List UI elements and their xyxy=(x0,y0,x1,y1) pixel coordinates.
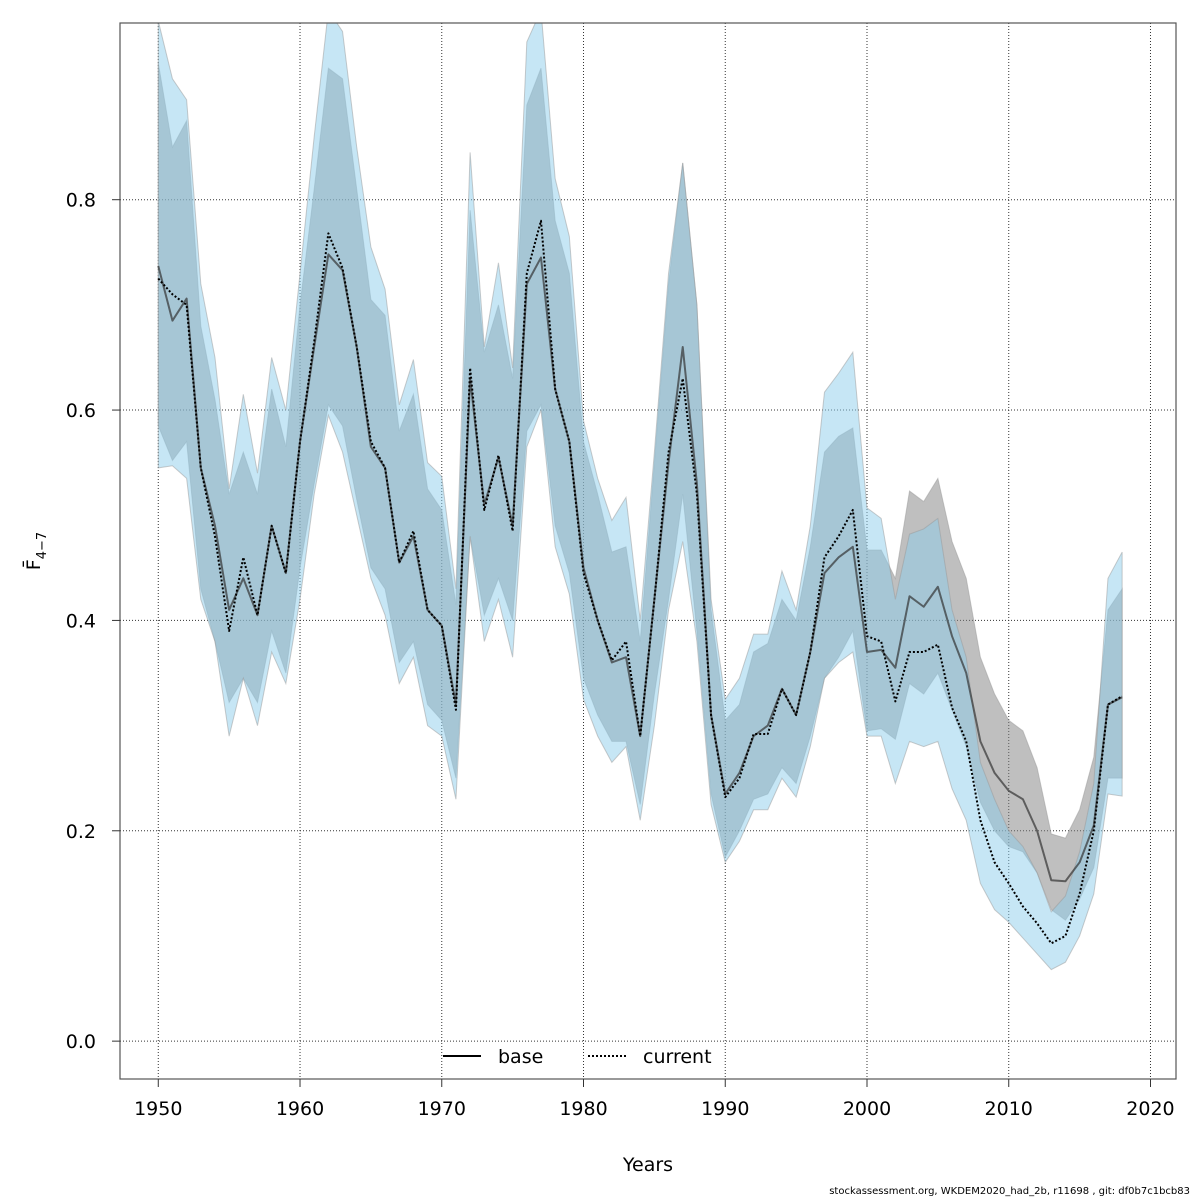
y-axis-label: F̄4−7 xyxy=(21,532,50,570)
x-tick-label: 1970 xyxy=(418,1098,466,1120)
legend-base-label: base xyxy=(498,1046,543,1068)
y-tick-label: 0.2 xyxy=(66,821,96,843)
y-tick-label: 0.6 xyxy=(66,400,96,422)
legend-current-label: current xyxy=(643,1046,712,1068)
y-tick-label: 0.4 xyxy=(66,610,96,632)
y-label-subscript: 4−7 xyxy=(35,532,50,559)
x-tick-label: 1980 xyxy=(559,1098,607,1120)
x-tick-label: 2020 xyxy=(1126,1098,1174,1120)
x-tick-label: 1960 xyxy=(276,1098,324,1120)
legend: base current xyxy=(443,1046,712,1068)
line-base xyxy=(157,253,1123,883)
x-axis-label: Years xyxy=(622,1154,673,1176)
footer-credit: stockassessment.org, WKDEM2020_had_2b, r… xyxy=(829,1186,1190,1197)
plot-frame xyxy=(119,22,1177,1080)
confidence-bands xyxy=(157,23,1123,971)
band-current xyxy=(157,23,1123,971)
x-tick-label: 2000 xyxy=(843,1098,891,1120)
x-tick-label: 2010 xyxy=(985,1098,1033,1120)
y-label-main: F̄ xyxy=(21,559,45,570)
x-axis: 1950 1960 1970 1980 1990 2000 2010 2020 xyxy=(134,1079,1175,1120)
y-tick-label: 0.8 xyxy=(66,190,96,212)
line-current xyxy=(157,219,1123,945)
x-tick-label: 1990 xyxy=(701,1098,749,1120)
svg-text:F̄4−7: F̄4−7 xyxy=(21,532,50,570)
x-tick-label: 1950 xyxy=(134,1098,182,1120)
series-lines xyxy=(157,219,1123,945)
y-axis: 0.0 0.2 0.4 0.6 0.8 xyxy=(66,190,120,1053)
y-tick-label: 0.0 xyxy=(66,1031,96,1053)
